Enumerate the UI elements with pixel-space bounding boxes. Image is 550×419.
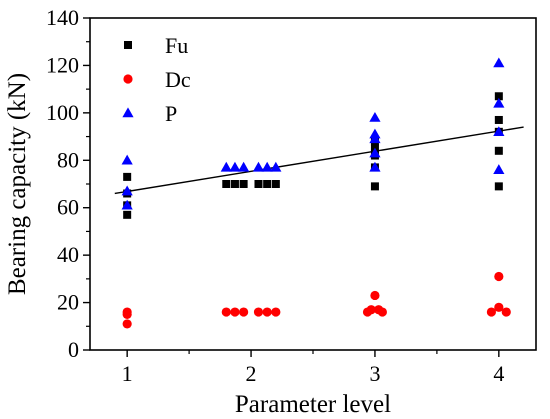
dc-point (271, 307, 281, 317)
legend-label-dc: Dc (165, 67, 191, 92)
dc-point (366, 305, 376, 315)
x-tick-label: 4 (493, 361, 504, 386)
legend-label-fu: Fu (165, 33, 188, 58)
x-tick-label: 2 (246, 361, 257, 386)
fu-point (123, 210, 132, 219)
p-point (369, 112, 381, 122)
fu-point (494, 115, 503, 124)
p-point (493, 164, 505, 174)
y-axis-label: Bearing capacity (kN) (4, 73, 31, 295)
p-point (493, 126, 505, 137)
dc-point (230, 307, 240, 317)
dc-point (494, 302, 504, 312)
y-tick-label: 80 (57, 147, 79, 172)
y-tick-label: 20 (57, 290, 79, 315)
p-point (238, 161, 250, 172)
fu-point (494, 182, 503, 191)
axes: 0 20 40 60 80 100 120 140 1 2 3 4 (46, 5, 537, 386)
x-tick-label: 1 (122, 361, 133, 386)
p-point (369, 161, 381, 172)
linear-fit-line (114, 126, 524, 195)
p-point (220, 161, 232, 172)
y-tick-label: 140 (46, 5, 79, 30)
legend-marker-dc (123, 74, 133, 84)
dc-point (486, 307, 496, 317)
y-tick-label: 100 (46, 100, 79, 125)
p-point (369, 128, 381, 139)
p-point (252, 161, 265, 172)
p-point (493, 97, 505, 108)
fu-point (263, 180, 272, 188)
dc-point (494, 271, 504, 282)
series-p (121, 57, 505, 210)
fu-point (271, 180, 280, 188)
legend-marker-fu (124, 41, 132, 49)
p-point (261, 161, 273, 172)
series-fu (123, 92, 503, 219)
y-tick-label: 40 (57, 242, 79, 267)
p-point (121, 185, 133, 196)
plot-frame (89, 17, 537, 351)
dc-point (122, 319, 132, 329)
fu-point (494, 146, 503, 155)
p-point (121, 199, 133, 210)
fu-point (494, 92, 503, 101)
fit-line-layer (114, 126, 524, 195)
p-point (229, 161, 241, 172)
fu-point (230, 180, 239, 188)
data-points (121, 57, 511, 329)
dc-point (221, 307, 231, 317)
dc-point (377, 307, 387, 317)
fu-point (370, 182, 379, 191)
y-tick-label: 120 (46, 52, 79, 77)
p-point (121, 154, 133, 165)
fu-point (254, 180, 263, 188)
fu-point (239, 180, 248, 188)
dc-point (122, 307, 132, 317)
dc-point (239, 307, 249, 317)
dc-point (262, 307, 272, 317)
y-tick-label: 60 (57, 195, 79, 220)
legend-label-p: P (165, 101, 177, 126)
p-point (270, 161, 282, 172)
p-point (369, 147, 381, 158)
legend-marker-p (122, 107, 134, 118)
fu-point (222, 180, 231, 188)
dc-point (370, 290, 380, 301)
legend: Fu Dc P (122, 33, 191, 126)
fu-point (123, 172, 132, 181)
x-tick-label: 3 (369, 361, 380, 386)
dc-point (501, 307, 511, 317)
series-dc (122, 271, 511, 329)
p-point (493, 57, 505, 68)
x-axis-label: Parameter level (235, 391, 391, 418)
dc-point (253, 307, 264, 317)
y-tick-label: 0 (68, 337, 79, 362)
